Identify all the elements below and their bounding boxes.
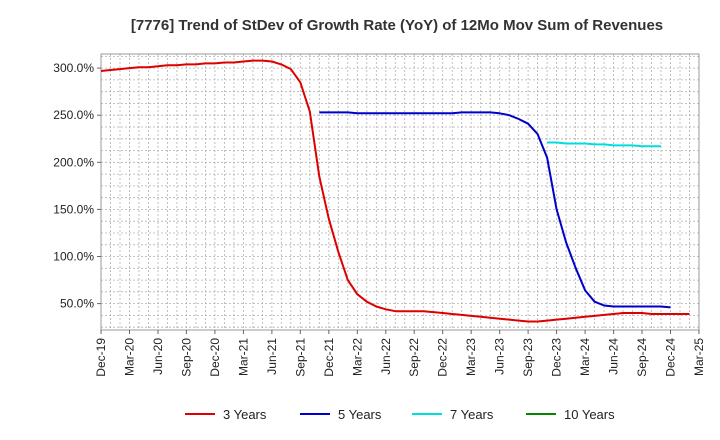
- legend: 3 Years 5 Years 7 Years 10 Years: [185, 407, 615, 422]
- x-tick-label: Jun-23: [493, 338, 507, 375]
- legend-item-10-years[interactable]: 10 Years: [526, 407, 615, 422]
- legend-label-7-years: 7 Years: [450, 407, 494, 422]
- x-tick-label: Mar-22: [350, 338, 364, 376]
- x-tick-label: Jun-21: [265, 338, 279, 375]
- legend-item-3-years[interactable]: 3 Years: [185, 407, 267, 422]
- x-tick-label: Sep-22: [407, 338, 421, 377]
- x-tick-label: Mar-21: [236, 338, 250, 376]
- grid: [101, 54, 699, 330]
- x-tick-label: Jun-20: [151, 338, 165, 375]
- plot-area: [100, 53, 700, 331]
- series-line-7-years: [547, 141, 661, 148]
- x-axis: Dec-19 Mar-20 Jun-20 Sep-20 Dec-20 Mar-21 Jun-…: [94, 330, 706, 377]
- x-tick-label: Mar-24: [578, 338, 592, 376]
- x-tick-label: Sep-20: [179, 338, 193, 377]
- x-tick-label: Mar-20: [123, 338, 137, 376]
- x-tick-label: Dec-20: [208, 338, 222, 377]
- x-tick-label: Sep-23: [521, 338, 535, 377]
- series-line-3-years: [100, 59, 690, 323]
- legend-item-7-years[interactable]: 7 Years: [412, 407, 494, 422]
- x-tick-label: Dec-23: [550, 338, 564, 377]
- y-tick-label: 100.0%: [53, 250, 94, 264]
- x-tick-label: Jun-22: [379, 338, 393, 375]
- x-tick-label: Jun-24: [607, 338, 621, 375]
- x-tick-label: Dec-22: [436, 338, 450, 377]
- y-tick-label: 300.0%: [53, 61, 94, 75]
- x-tick-label: Sep-21: [293, 338, 307, 377]
- legend-label-5-years: 5 Years: [338, 407, 382, 422]
- legend-label-3-years: 3 Years: [223, 407, 267, 422]
- legend-label-10-years: 10 Years: [564, 407, 615, 422]
- x-tick-label: Mar-25: [692, 338, 706, 376]
- legend-item-5-years[interactable]: 5 Years: [300, 407, 382, 422]
- x-tick-label: Dec-19: [94, 338, 108, 377]
- y-tick-label: 250.0%: [53, 108, 94, 122]
- y-tick-label: 50.0%: [60, 297, 94, 311]
- x-tick-label: Dec-24: [664, 338, 678, 377]
- x-tick-label: Sep-24: [635, 338, 649, 377]
- y-tick-label: 200.0%: [53, 155, 94, 169]
- chart-title: [7776] Trend of StDev of Growth Rate (Yo…: [131, 17, 663, 34]
- series-line-5-years: [319, 111, 671, 309]
- y-axis: 50.0% 100.0% 150.0% 200.0% 250.0% 300.0%: [53, 61, 101, 311]
- x-tick-label: Dec-21: [322, 338, 336, 377]
- series-lines: [100, 59, 690, 323]
- x-tick-label: Mar-23: [464, 338, 478, 376]
- y-tick-label: 150.0%: [53, 202, 94, 216]
